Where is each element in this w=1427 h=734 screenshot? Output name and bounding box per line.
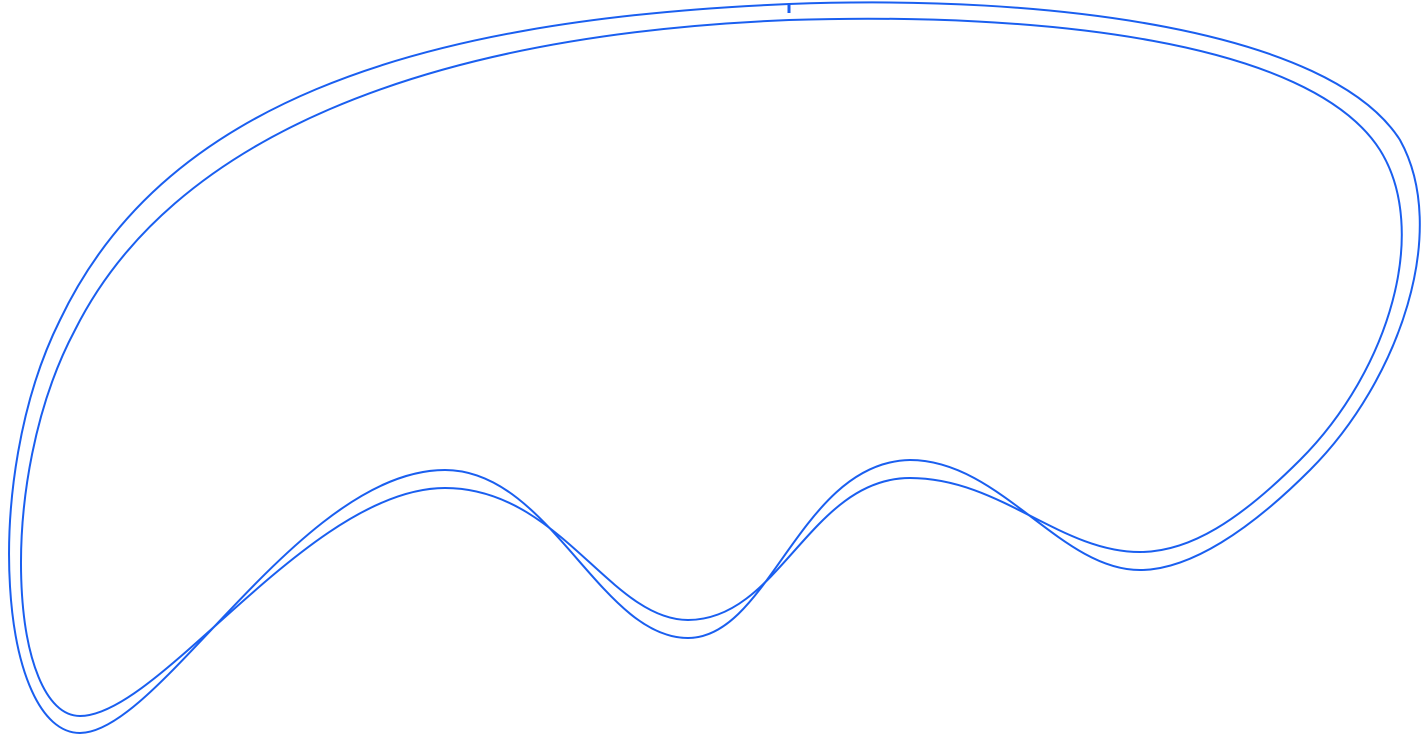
track-outer-edge: [8, 1, 1421, 734]
track-inner-edge: [20, 17, 1403, 718]
